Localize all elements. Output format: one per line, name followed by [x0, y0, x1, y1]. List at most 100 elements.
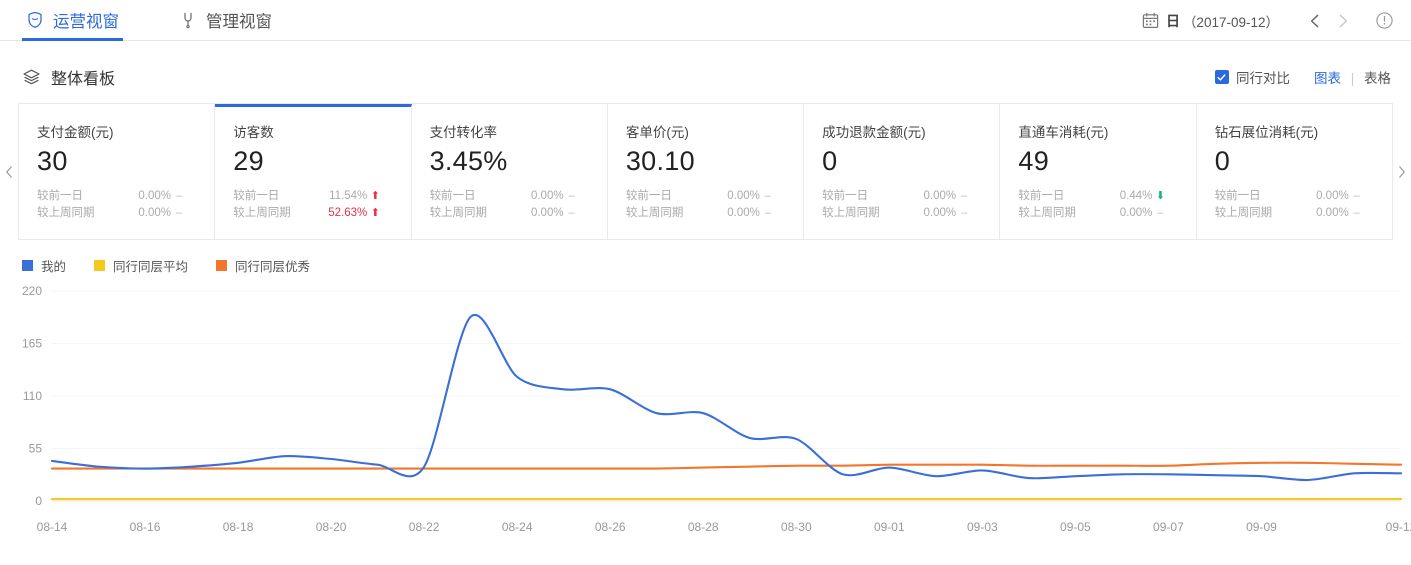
- kpi-trend-flat-icon: –: [1157, 207, 1164, 220]
- kpi-comparison-row: 较前一日 0.00% –: [1215, 188, 1374, 205]
- layers-icon: [22, 68, 41, 87]
- x-axis-tick-label: 08-14: [37, 520, 68, 534]
- x-axis-tick-label: 09-01: [874, 520, 905, 534]
- info-circle-icon[interactable]: [1371, 8, 1397, 34]
- calendar-icon[interactable]: [1142, 12, 1159, 29]
- x-axis-tick-label: 08-28: [688, 520, 719, 534]
- top-tab-bar: 运营视窗 管理视窗: [0, 0, 1411, 41]
- legend-item[interactable]: 同行同层平均: [94, 256, 188, 275]
- peer-compare-label[interactable]: 同行对比: [1235, 71, 1290, 86]
- legend-swatch-icon: [216, 260, 228, 271]
- chart-line-series: [50, 461, 1403, 470]
- kpi-card-value: 30: [37, 146, 68, 176]
- kpi-card[interactable]: 直通车消耗(元) 49 较前一日 0.44% ⬇ 较上周同期 0.00% –: [1000, 104, 1197, 239]
- kpi-trend-flat-icon: –: [1353, 207, 1360, 220]
- kpi-comparison-block: 较前一日 0.00% – 较上周同期 0.00% –: [37, 188, 196, 222]
- kpi-card-name: 访客数: [233, 125, 274, 140]
- kpi-comparison-percent: 0.00%: [530, 207, 564, 220]
- x-axis-tick-label: 09-05: [1060, 520, 1091, 534]
- next-period-button[interactable]: [1329, 7, 1357, 35]
- y-axis-tick-label: 165: [22, 337, 42, 351]
- kpi-comparison-row: 较上周同期 52.63% ⬆: [233, 205, 392, 222]
- x-axis-tick-label: 08-26: [595, 520, 626, 534]
- cards-scroll-left-button[interactable]: [0, 103, 18, 240]
- kpi-card-name: 直通车消耗(元): [1018, 125, 1109, 140]
- x-axis-tick-label: 09-03: [967, 520, 998, 534]
- kpi-comparison-label: 较前一日: [625, 190, 672, 203]
- kpi-comparison-row: 较上周同期 0.00% –: [37, 205, 196, 222]
- chart-legend: 我的 同行同层平均 同行同层优秀: [0, 240, 1411, 275]
- legend-item[interactable]: 同行同层优秀: [216, 256, 310, 275]
- kpi-card-value: 0: [822, 146, 838, 176]
- board-header: 整体看板 同行对比 图表 | 表格: [0, 57, 1411, 97]
- kpi-comparison-block: 较前一日 11.54% ⬆ 较上周同期 52.63% ⬆: [233, 188, 392, 222]
- kpi-comparison-label: 较上周同期: [625, 207, 684, 220]
- kpi-trend-flat-icon: –: [175, 190, 183, 203]
- kpi-comparison-block: 较前一日 0.44% ⬇ 较上周同期 0.00% –: [1018, 188, 1177, 222]
- kpi-comparison-label: 较上周同期: [1214, 207, 1273, 220]
- kpi-card[interactable]: 支付金额(元) 30 较前一日 0.00% – 较上周同期 0.00% –: [19, 104, 216, 239]
- kpi-card-name: 成功退款金额(元): [822, 125, 926, 140]
- kpi-comparison-row: 较上周同期 0.00% –: [1215, 205, 1374, 222]
- tab-management-view[interactable]: 管理视窗: [175, 0, 276, 41]
- kpi-comparison-label: 较上周同期: [37, 207, 95, 220]
- kpi-comparison-row: 较上周同期 0.00% –: [1018, 205, 1177, 222]
- kpi-card[interactable]: 成功退款金额(元) 0 较前一日 0.00% – 较上周同期 0.00% –: [804, 104, 1001, 239]
- kpi-comparison-label: 较上周同期: [822, 207, 880, 220]
- kpi-card[interactable]: 钻石展位消耗(元) 0 较前一日 0.00% – 较上周同期 0.00% –: [1197, 104, 1393, 239]
- legend-item[interactable]: 我的: [22, 256, 66, 275]
- kpi-card-value: 0: [1214, 146, 1231, 176]
- kpi-comparison-label: 较前一日: [429, 190, 476, 203]
- kpi-cards-region: 支付金额(元) 30 较前一日 0.00% – 较上周同期 0.00% – 访客数 29 较前一日 1…: [0, 103, 1411, 240]
- y-axis-tick-label: 55: [29, 442, 43, 456]
- x-axis-tick-label: 08-18: [223, 520, 254, 534]
- tab-operations-view-label: 运营视窗: [53, 13, 119, 31]
- kpi-comparison-percent: 11.54%: [329, 190, 368, 203]
- kpi-trend-flat-icon: –: [764, 207, 771, 220]
- kpi-comparison-row: 较上周同期 0.00% –: [430, 205, 589, 222]
- kpi-card[interactable]: 访客数 29 较前一日 11.54% ⬆ 较上周同期 52.63% ⬆: [215, 104, 412, 239]
- tab-operations-view[interactable]: 运营视窗: [22, 0, 123, 41]
- kpi-card[interactable]: 客单价(元) 30.10 较前一日 0.00% – 较上周同期 0.00% –: [608, 104, 805, 239]
- x-axis-tick-label: 09-09: [1246, 520, 1277, 534]
- kpi-comparison-label: 较前一日: [233, 190, 280, 203]
- x-axis-tick-label: 08-22: [409, 520, 440, 534]
- kpi-comparison-row: 较前一日 0.00% –: [626, 188, 785, 205]
- board-title: 整体看板: [22, 65, 115, 89]
- x-axis-tick-label: 09-07: [1153, 520, 1184, 534]
- kpi-comparison-label: 较前一日: [37, 190, 83, 203]
- kpi-comparison-percent: 0.00%: [530, 190, 564, 203]
- kpi-trend-flat-icon: –: [1353, 190, 1360, 203]
- kpi-comparison-row: 较上周同期 0.00% –: [626, 205, 785, 222]
- kpi-comparison-percent: 0.00%: [923, 207, 957, 220]
- board-title-label: 整体看板: [51, 71, 116, 88]
- y-axis-tick-label: 110: [23, 389, 42, 403]
- peer-compare-checkbox[interactable]: [1214, 70, 1229, 84]
- view-mode-table[interactable]: 表格: [1364, 71, 1391, 86]
- kpi-card-value: 30.10: [625, 146, 695, 176]
- x-axis-tick-label: 08-30: [781, 520, 812, 534]
- kpi-comparison-row: 较前一日 0.00% –: [822, 188, 981, 205]
- x-axis-tick-label: 08-20: [316, 520, 347, 534]
- granularity-label[interactable]: 日: [1165, 12, 1180, 29]
- legend-swatch-icon: [22, 260, 33, 271]
- kpi-comparison-row: 较前一日 0.44% ⬇: [1018, 188, 1177, 205]
- kpi-trend-down-icon: ⬇: [1155, 190, 1166, 203]
- chart-canvas: 0 55 110 165 220 08-14 08-16 08-18 08-20 08-22 08-…: [22, 284, 1411, 534]
- kpi-card-name: 支付金额(元): [37, 125, 114, 140]
- view-mode-chart[interactable]: 图表: [1313, 71, 1341, 86]
- y-axis-tick-label: 0: [35, 494, 42, 508]
- kpi-comparison-percent: 0.00%: [1316, 190, 1349, 203]
- chart-line-series: [50, 313, 1403, 482]
- kpi-trend-flat-icon: –: [961, 190, 968, 203]
- prev-period-button[interactable]: [1301, 7, 1329, 35]
- date-range-label[interactable]: （2017-09-12）: [1182, 14, 1279, 30]
- kpi-comparison-percent: 0.00%: [1316, 207, 1349, 220]
- cards-scroll-right-button[interactable]: [1393, 103, 1411, 240]
- kpi-comparison-percent: 0.00%: [138, 190, 171, 203]
- kpi-comparison-block: 较前一日 0.00% – 较上周同期 0.00% –: [626, 188, 785, 222]
- bell-icon: [179, 11, 197, 29]
- kpi-comparison-block: 较前一日 0.00% – 较上周同期 0.00% –: [822, 188, 981, 222]
- kpi-trend-flat-icon: –: [961, 207, 968, 220]
- kpi-card[interactable]: 支付转化率 3.45% 较前一日 0.00% – 较上周同期 0.00% –: [412, 104, 608, 239]
